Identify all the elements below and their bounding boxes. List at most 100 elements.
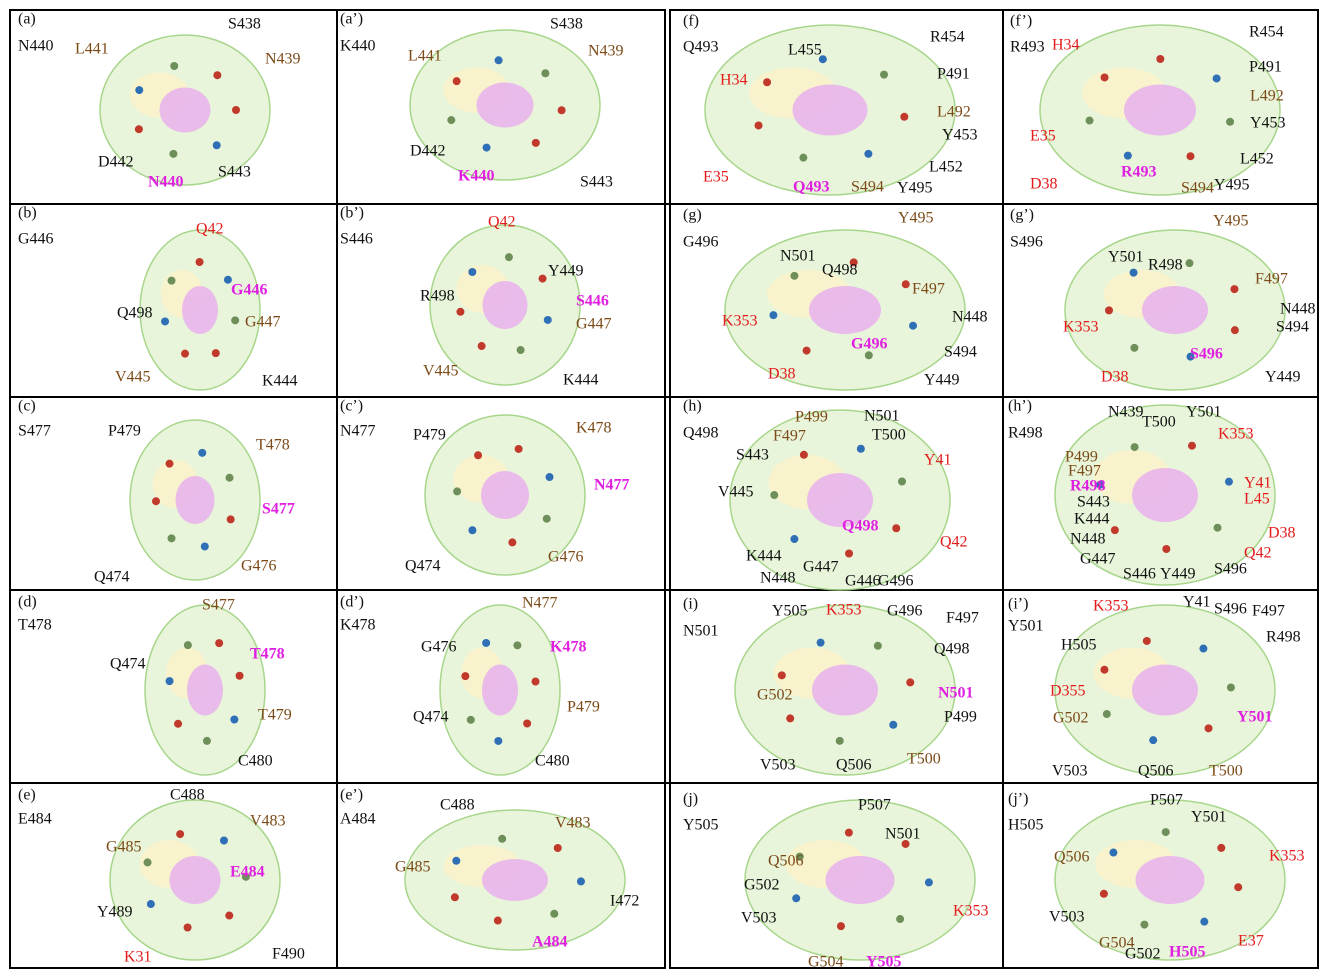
atom [1156, 55, 1164, 63]
atom [845, 829, 853, 837]
atom [889, 721, 897, 729]
mutant-residue [170, 856, 221, 904]
atom [792, 894, 800, 902]
residue-label: V483 [250, 813, 286, 830]
residue-label: K353 [722, 313, 758, 330]
residue-label: Y505 [772, 603, 808, 620]
residue-label: G447 [803, 559, 839, 576]
atom [135, 86, 143, 94]
atom [1143, 637, 1151, 645]
atom [896, 915, 904, 923]
residue-label: N440 [148, 174, 184, 191]
residue-label: Q42 [488, 214, 516, 231]
atom [790, 535, 798, 543]
residue-label: Y453 [942, 127, 978, 144]
mutation-name: A484 [340, 811, 376, 828]
atom [196, 258, 204, 266]
mutation-name: N477 [340, 423, 376, 440]
residue-label: T479 [258, 707, 292, 724]
residue-label: K478 [550, 639, 586, 656]
atom [184, 641, 192, 649]
atom [1100, 890, 1108, 898]
panel: (h)Q498P499N501F497T500S443Y41V445Q498Q4… [683, 398, 968, 590]
atom [213, 71, 221, 79]
residue-label: S494 [1276, 319, 1309, 336]
mutation-name: E484 [18, 811, 52, 828]
atom [474, 451, 482, 459]
residue-label: Y449 [1265, 369, 1301, 386]
residue-label: S446 [576, 293, 609, 310]
atom [577, 877, 585, 885]
atom [168, 534, 176, 542]
residue-label: L452 [929, 159, 963, 176]
residue-label: K444 [262, 373, 298, 390]
atom [1188, 442, 1196, 450]
residue-label: T478 [250, 646, 285, 663]
panel: (d)T478S477T478Q474T479C480 [18, 594, 292, 775]
residue-label: R498 [1266, 629, 1301, 646]
mutant-residue [826, 856, 895, 904]
residue-label: P491 [937, 66, 970, 83]
residue-label: F497 [773, 428, 806, 445]
residue-label: N439 [265, 51, 301, 68]
residue-label: S438 [228, 16, 261, 33]
residue-label: N448 [952, 309, 988, 326]
atom [198, 449, 206, 457]
residue-label: D442 [98, 154, 134, 171]
atom [799, 154, 807, 162]
panel: (a’)K440L441S438N439D442S443K440 [340, 11, 624, 191]
residue-label: H34 [720, 72, 748, 89]
residue-label: Q42 [1244, 545, 1272, 562]
residue-label: P479 [108, 423, 141, 440]
residue-label: P491 [1249, 59, 1282, 76]
atom [453, 77, 461, 85]
mutation-name: S477 [18, 423, 51, 440]
atom [1217, 844, 1225, 852]
residue-label: S496 [1214, 601, 1247, 618]
residue-label: Y449 [548, 263, 584, 280]
panel-tag: (c) [18, 398, 36, 415]
residue-label: C488 [440, 797, 475, 814]
residue-label: Q42 [940, 534, 968, 551]
residue-label: G496 [851, 336, 887, 353]
atom [1103, 710, 1111, 718]
mutant-residue [1132, 468, 1198, 522]
residue-label: Y449 [1160, 566, 1196, 583]
atom [541, 69, 549, 77]
panel-tag: (b’) [340, 205, 364, 222]
residue-label: V503 [1052, 763, 1088, 780]
atom [925, 878, 933, 886]
residue-label: S446 [1123, 566, 1156, 583]
atom [236, 672, 244, 680]
residue-label: D442 [410, 143, 446, 160]
residue-label: T500 [872, 427, 906, 444]
mutation-name: N501 [683, 623, 719, 640]
atom [523, 720, 531, 728]
residue-label: K353 [953, 903, 989, 920]
residue-label: Y495 [1213, 213, 1249, 230]
panel-tag: (d’) [340, 594, 364, 611]
residue-label: F497 [1252, 603, 1285, 620]
atom [755, 121, 763, 129]
residue-label: N477 [522, 595, 558, 612]
residue-label: Q474 [110, 656, 146, 673]
residue-label: G496 [878, 573, 914, 590]
residue-label: Y495 [897, 180, 933, 197]
panel-tag: (e’) [340, 787, 363, 804]
residue-label: S438 [550, 16, 583, 33]
atom [144, 858, 152, 866]
mutation-name: G496 [683, 234, 719, 251]
panel-tag: (f) [683, 13, 699, 30]
atom [1234, 883, 1242, 891]
atom [906, 678, 914, 686]
panel-tag: (b) [18, 205, 37, 222]
atom [517, 346, 525, 354]
residue-label: A484 [532, 934, 568, 951]
atom [770, 491, 778, 499]
residue-label: G496 [887, 603, 923, 620]
mutant-residue [482, 665, 518, 716]
atom [515, 445, 523, 453]
atom [1214, 524, 1222, 532]
atom [1111, 526, 1119, 534]
residue-label: N439 [1108, 404, 1144, 421]
